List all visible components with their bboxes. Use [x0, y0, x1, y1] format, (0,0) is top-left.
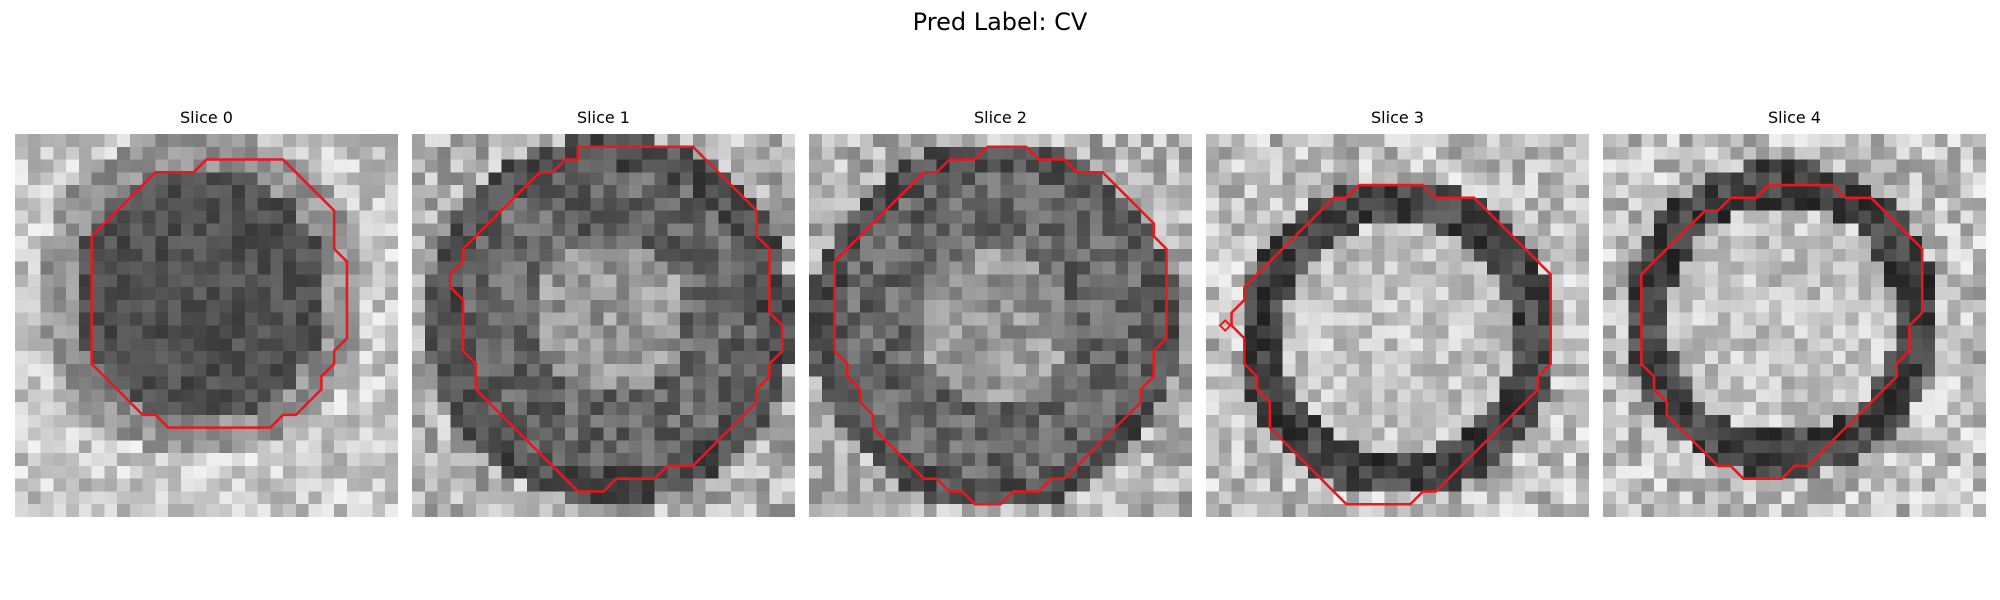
slice-title: Slice 2	[974, 108, 1027, 127]
slice-title: Slice 1	[577, 108, 630, 127]
slice-image	[1206, 134, 1589, 517]
slice-panel-2: Slice 2	[809, 108, 1192, 517]
slice-image	[1603, 134, 1986, 517]
slice-image	[15, 134, 398, 517]
slice-panel-4: Slice 4	[1603, 108, 1986, 517]
slice-panel-1: Slice 1	[412, 108, 795, 517]
figure-title: Pred Label: CV	[912, 8, 1088, 36]
slice-image	[809, 134, 1192, 517]
slice-title: Slice 3	[1371, 108, 1424, 127]
slice-panel-3: Slice 3	[1206, 108, 1589, 517]
segmentation-contour	[1230, 183, 1552, 506]
slice-title: Slice 4	[1768, 108, 1821, 127]
segmentation-contour	[449, 145, 784, 493]
slice-image	[412, 134, 795, 517]
segmentation-contour	[833, 145, 1168, 506]
slice-panel-0: Slice 0	[15, 108, 398, 517]
slice-title: Slice 0	[180, 108, 233, 127]
contour-marker	[1218, 319, 1232, 332]
segmentation-contour	[90, 158, 349, 429]
segmentation-contour	[1640, 183, 1924, 480]
